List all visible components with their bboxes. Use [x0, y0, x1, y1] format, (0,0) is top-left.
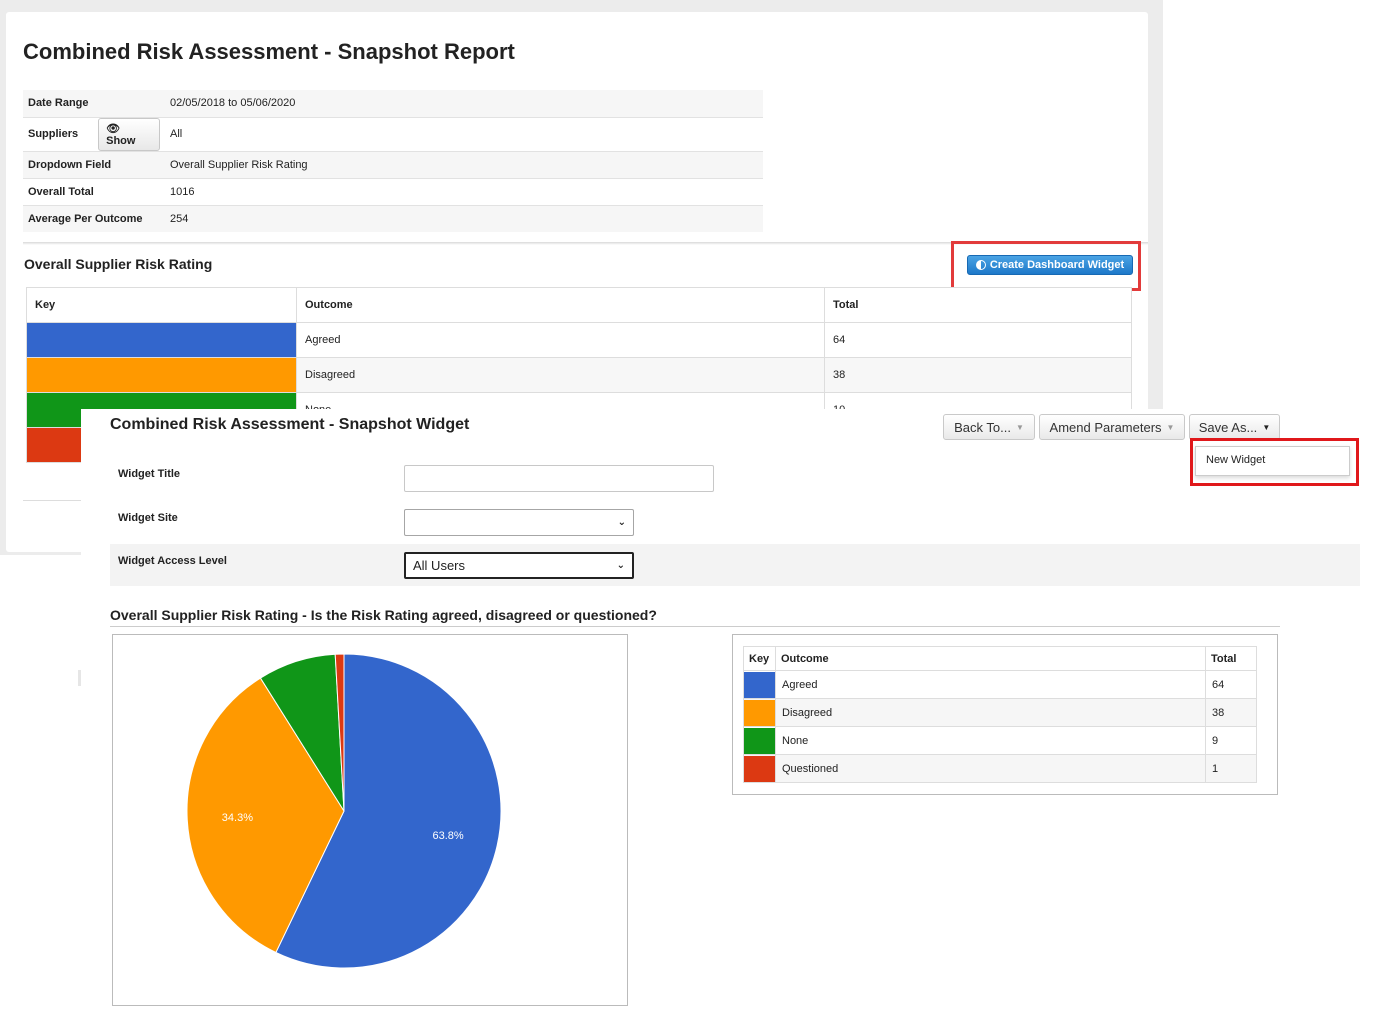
- pie-chart: 63.8% 34.3%: [186, 653, 502, 969]
- slice-disagreed[interactable]: [186, 677, 345, 954]
- column-header: Key: [26, 287, 297, 323]
- legend-row: Agreed 64: [743, 670, 1257, 699]
- widget-access-level-select[interactable]: All Users ⌄: [404, 552, 634, 579]
- legend-outcome: None: [775, 726, 1206, 755]
- highlight-box: [1190, 438, 1359, 486]
- chart-legend-container: Key Outcome Total Agreed 64 Disagreed 38…: [732, 634, 1278, 795]
- widget-access-level-label: Widget Access Level: [118, 555, 227, 567]
- column-header: Total: [824, 287, 1132, 323]
- param-value: 02/05/2018 to 05/06/2020: [170, 97, 296, 110]
- legend-outcome: Agreed: [775, 670, 1206, 699]
- legend-total: 64: [1205, 670, 1257, 699]
- access-level-row: [110, 544, 1360, 586]
- legend-swatch: [743, 670, 776, 699]
- param-label: Suppliers: [28, 128, 79, 140]
- param-value: 1016: [170, 185, 195, 198]
- caret-down-icon: ▼: [1262, 422, 1271, 432]
- outcome-cell: Disagreed: [296, 357, 825, 393]
- param-label: Overall Total: [28, 185, 94, 198]
- back-to-button[interactable]: Back To... ▼: [943, 414, 1035, 440]
- chart-heading: Overall Supplier Risk Rating - Is the Ri…: [110, 607, 657, 623]
- report-parameters: Date Range 02/05/2018 to 05/06/2020 Supp…: [23, 90, 763, 232]
- section-divider: [23, 242, 1148, 245]
- eye-icon: 👁: [106, 122, 121, 135]
- param-row-date-range: Date Range 02/05/2018 to 05/06/2020: [23, 90, 763, 117]
- report-title: Combined Risk Assessment - Snapshot Repo…: [23, 39, 515, 64]
- widget-title-label: Widget Title: [118, 468, 181, 480]
- key-swatch: [26, 357, 297, 393]
- chevron-down-icon: ⌄: [617, 517, 626, 528]
- legend-total: 1: [1205, 754, 1257, 783]
- table-header-row: Key Outcome Total: [26, 287, 1132, 323]
- widget-panel: Combined Risk Assessment - Snapshot Widg…: [81, 409, 1387, 1012]
- widget-site-select[interactable]: ⌄: [404, 509, 634, 536]
- legend-row: Disagreed 38: [743, 698, 1257, 727]
- param-row-dropdown-field: Dropdown Field Overall Supplier Risk Rat…: [23, 151, 763, 178]
- save-as-dropdown: New Widget: [1195, 446, 1350, 476]
- total-cell: 38: [824, 357, 1132, 393]
- caret-down-icon: ▼: [1015, 422, 1024, 432]
- legend-outcome: Disagreed: [775, 698, 1206, 727]
- slice-questioned[interactable]: [334, 653, 345, 812]
- legend-total: 38: [1205, 698, 1257, 727]
- widget-site-label: Widget Site: [118, 512, 178, 524]
- column-header: Outcome: [775, 646, 1206, 671]
- legend-header-row: Key Outcome Total: [743, 646, 1257, 671]
- legend-swatch: [743, 754, 776, 783]
- column-header: Key: [743, 646, 776, 671]
- legend-swatch: [743, 698, 776, 727]
- param-row-overall-total: Overall Total 1016: [23, 178, 763, 205]
- table-row: Agreed 64: [26, 322, 1132, 358]
- half-circle-icon: [975, 260, 986, 270]
- pie-chart-container: 63.8% 34.3%: [112, 634, 628, 1006]
- total-cell: 64: [824, 322, 1132, 358]
- legend-total: 9: [1205, 726, 1257, 755]
- widget-page-title: Combined Risk Assessment - Snapshot Widg…: [110, 416, 470, 433]
- slice-percent-label: 63.8%: [432, 830, 463, 842]
- divider: [78, 670, 81, 686]
- highlight-box: [951, 241, 1141, 291]
- section-title: Overall Supplier Risk Rating: [24, 256, 213, 272]
- table-row: Disagreed 38: [26, 357, 1132, 393]
- param-label: Average Per Outcome: [28, 212, 143, 225]
- slice-agreed[interactable]: [275, 653, 502, 969]
- save-as-button[interactable]: Save As... ▼: [1189, 414, 1280, 440]
- divider: [23, 500, 81, 501]
- widget-title-input[interactable]: [404, 465, 714, 492]
- param-row-average: Average Per Outcome 254: [23, 205, 763, 232]
- show-suppliers-button[interactable]: 👁Show: [98, 117, 160, 151]
- param-label: Dropdown Field: [28, 158, 112, 171]
- param-label: Date Range: [28, 97, 89, 110]
- legend-row: None 9: [743, 726, 1257, 755]
- legend-row: Questioned 1: [743, 754, 1257, 783]
- outcome-cell: Agreed: [296, 322, 825, 358]
- legend-table: Key Outcome Total Agreed 64 Disagreed 38…: [743, 646, 1257, 783]
- chevron-down-icon: ⌄: [616, 560, 625, 571]
- param-row-suppliers: Suppliers 👁Show All: [23, 117, 763, 151]
- legend-outcome: Questioned: [775, 754, 1206, 783]
- key-swatch: [26, 322, 297, 358]
- slice-percent-label: 34.3%: [222, 812, 253, 824]
- param-value: Overall Supplier Risk Rating: [170, 158, 308, 171]
- new-widget-menu-item[interactable]: New Widget: [1206, 454, 1266, 466]
- amend-parameters-button[interactable]: Amend Parameters ▼: [1039, 414, 1185, 440]
- param-value: All: [170, 128, 183, 140]
- create-dashboard-widget-button[interactable]: Create Dashboard Widget: [967, 255, 1133, 275]
- column-header: Total: [1205, 646, 1257, 671]
- caret-down-icon: ▼: [1166, 422, 1175, 432]
- column-header: Outcome: [296, 287, 825, 323]
- param-value: 254: [170, 212, 189, 225]
- divider: [110, 626, 1280, 627]
- legend-swatch: [743, 726, 776, 755]
